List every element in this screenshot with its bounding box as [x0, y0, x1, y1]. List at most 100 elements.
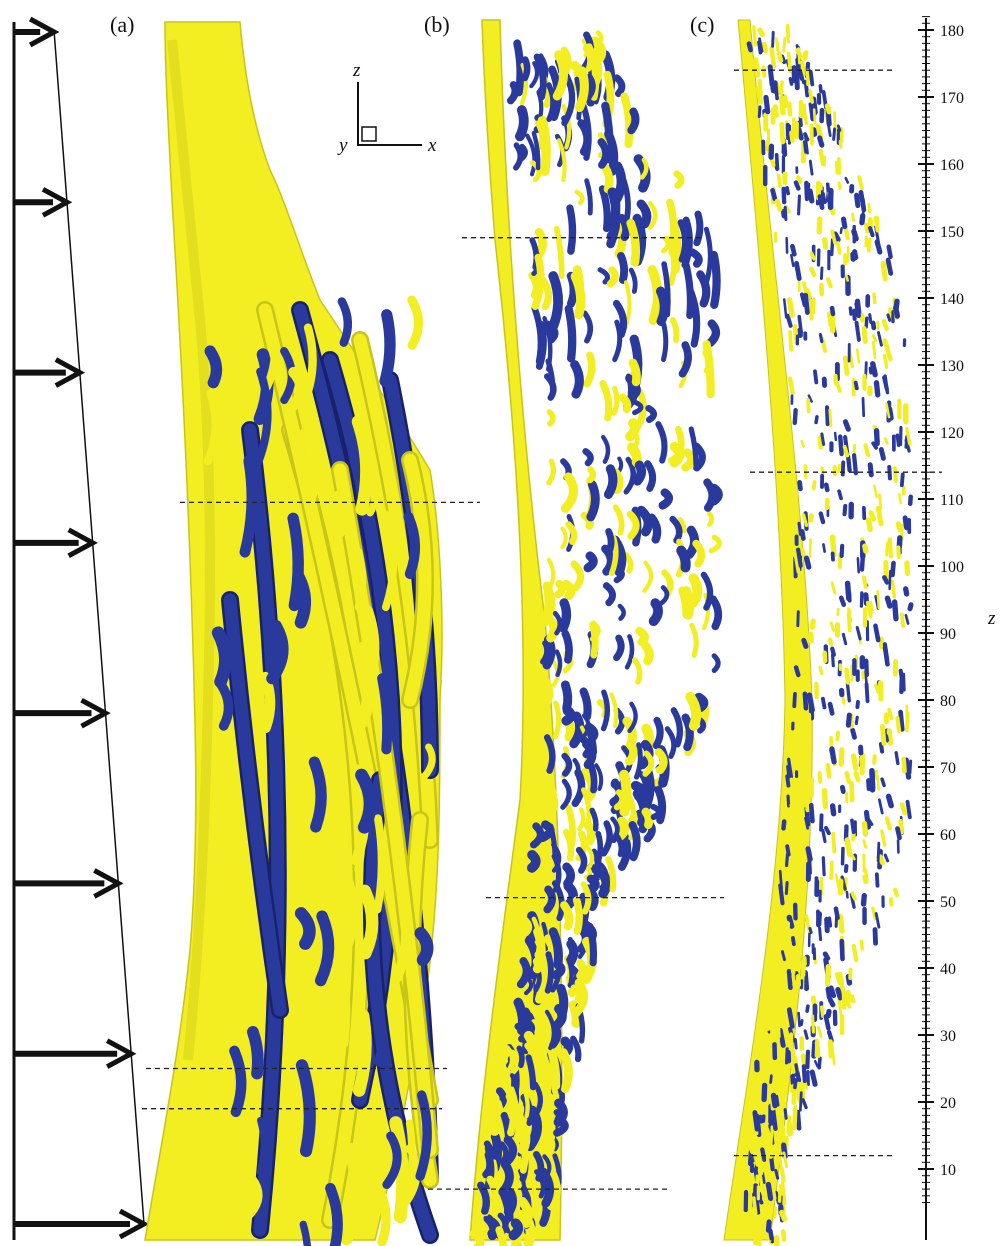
streak-fragment — [782, 36, 787, 53]
streak-fragment — [791, 65, 798, 84]
streak-fragment — [833, 111, 837, 131]
streak-fragment — [851, 212, 856, 222]
streak-fragment — [795, 923, 801, 943]
streak-fragment — [801, 513, 809, 527]
streak-fragment — [489, 1099, 504, 1136]
streak-fragment — [782, 298, 788, 319]
streak-fragment — [762, 1061, 769, 1083]
streak-fragment — [859, 313, 866, 323]
streak-fragment — [786, 51, 793, 74]
streak-fragment — [355, 768, 377, 834]
streak-fragment — [203, 1150, 220, 1197]
streak — [403, 453, 432, 707]
streak-fragment — [821, 828, 827, 844]
streak-fragment — [747, 1132, 756, 1155]
streak-fragment — [633, 387, 647, 431]
streak-fragment — [839, 938, 845, 962]
streak-fragment — [526, 850, 541, 873]
streak-fragment — [885, 257, 894, 276]
streak-fragment — [803, 1081, 809, 1090]
streak-fragment — [817, 771, 823, 784]
streak-fragment — [504, 1045, 515, 1071]
streak-fragment — [882, 575, 890, 585]
streak-fragment — [751, 1196, 758, 1215]
streak-fragment — [824, 405, 830, 427]
streak-fragment — [259, 671, 276, 734]
streak-fragment — [336, 871, 359, 965]
streak-fragment — [546, 271, 563, 335]
streak-fragment — [884, 734, 889, 743]
streak-fragment — [805, 1049, 811, 1070]
streak-fragment — [623, 552, 634, 574]
streak-fragment — [582, 310, 594, 344]
streak-fragment — [560, 472, 578, 513]
streak-fragment — [802, 691, 809, 711]
streak-fragment — [589, 848, 602, 888]
streak-fragment — [828, 637, 834, 647]
streak-fragment — [806, 398, 811, 414]
streak-fragment — [798, 115, 803, 127]
streak-fragment — [512, 142, 524, 171]
streak-fragment — [845, 274, 849, 282]
streak-fragment — [800, 60, 806, 77]
streak-fragment — [860, 892, 867, 907]
streak-fragment — [781, 890, 789, 912]
streak-fragment — [546, 616, 559, 643]
streak-fragment — [821, 191, 827, 205]
profile-arrow-head — [118, 1208, 150, 1240]
streak-fragment — [859, 939, 865, 951]
streak-fragment — [761, 1172, 766, 1185]
streak-fragment — [532, 927, 546, 974]
streak-fragment — [811, 297, 816, 315]
streak-fragment — [780, 1229, 787, 1242]
streak-fragment — [896, 545, 901, 560]
streak-fragment — [822, 543, 826, 553]
axes-glyph-z-label: z — [352, 60, 361, 81]
streak-fragment — [808, 89, 815, 104]
streak-fragment — [839, 784, 846, 795]
streak-fragment — [641, 641, 654, 666]
streak-fragment — [678, 517, 687, 534]
streak-fragment — [681, 216, 693, 269]
streak-fragment — [877, 854, 886, 866]
streak-fragment — [770, 1179, 777, 1200]
streak-fragment — [775, 1081, 781, 1089]
streak-fragment — [800, 439, 805, 448]
streak-fragment — [544, 1009, 556, 1051]
streak-fragment — [793, 553, 801, 574]
streak-fragment — [761, 1082, 768, 1103]
streak-fragment — [636, 505, 653, 537]
streak-fragment — [585, 845, 595, 871]
streak-fragment — [848, 306, 853, 316]
streak-fragment — [420, 743, 436, 781]
streak-fragment — [859, 213, 866, 226]
streak-fragment — [801, 637, 809, 649]
streak-fragment — [757, 105, 762, 118]
profile-arrow-head — [28, 16, 60, 48]
streak-fragment — [525, 133, 537, 177]
streak-fragment — [874, 912, 881, 929]
streak-fragment — [784, 881, 789, 895]
streak-fragment — [895, 433, 901, 448]
streak-fragment — [874, 683, 880, 694]
streak-fragment — [531, 130, 541, 171]
streak-fragment — [566, 939, 579, 963]
streak-fragment — [817, 135, 825, 148]
streak-fragment — [612, 319, 623, 363]
streak-fragment — [850, 994, 856, 1004]
streak-fragment — [779, 80, 784, 96]
streak-fragment — [351, 415, 374, 516]
streak-fragment — [829, 534, 837, 558]
z-tick-label: 130 — [940, 358, 964, 375]
streak-fragment — [775, 1094, 780, 1107]
streak-fragment — [612, 564, 625, 584]
streak-fragment — [778, 883, 785, 906]
streak-fragment — [598, 185, 611, 233]
streak-fragment — [792, 407, 798, 426]
streak-fragment — [816, 1025, 823, 1039]
z-tick-label: 180 — [940, 23, 964, 40]
streak-fragment — [340, 1142, 363, 1246]
streak-fragment — [808, 70, 815, 87]
streak-fragment — [415, 1090, 432, 1181]
streak-fragment — [325, 1182, 343, 1246]
